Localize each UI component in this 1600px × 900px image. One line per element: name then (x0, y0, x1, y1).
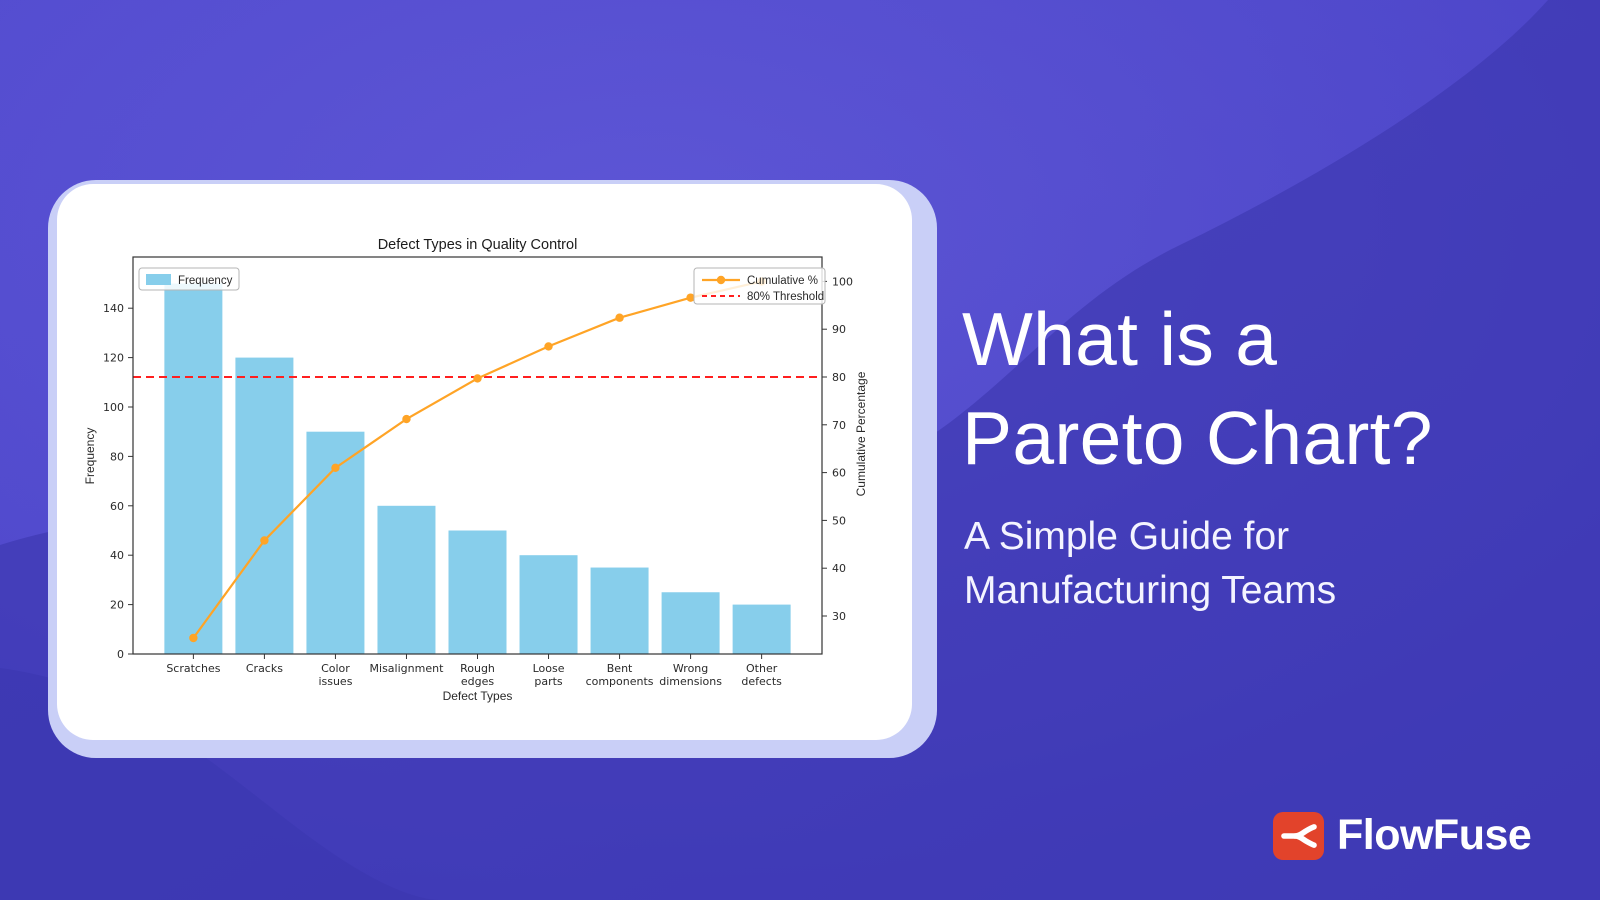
x-axis-label: Defect Types (443, 689, 513, 703)
svg-text:40: 40 (832, 562, 846, 575)
svg-text:60: 60 (832, 467, 846, 480)
page-subtitle-line2: Manufacturing Teams (964, 569, 1337, 612)
svg-text:80: 80 (110, 450, 124, 463)
chart-title: Defect Types in Quality Control (378, 237, 578, 253)
bar-Misalignment (377, 505, 436, 654)
cumulative-point (331, 463, 340, 473)
left-axis-label: Frequency (83, 428, 97, 485)
flowfuse-logo-icon (1273, 811, 1324, 860)
bar-Rough edges (448, 530, 507, 654)
legend-frequency: Frequency (138, 267, 240, 291)
x-tick-label: Misalignment (370, 662, 445, 675)
x-tick-label: Scratches (166, 662, 220, 675)
svg-text:40: 40 (110, 549, 124, 562)
legend-cumulative: Cumulative % 80% Threshold (693, 267, 826, 305)
bar-Loose parts (519, 555, 578, 654)
page-title-line1: What is a (962, 297, 1278, 381)
svg-text:120: 120 (103, 352, 124, 365)
svg-text:30: 30 (832, 610, 846, 623)
svg-text:90: 90 (832, 323, 846, 336)
x-tick-label: Cracks (246, 662, 283, 675)
x-tick-label: Other defects (741, 662, 782, 688)
cumulative-point (260, 536, 269, 545)
svg-text:60: 60 (110, 500, 124, 513)
bar-Wrong dimensions (661, 592, 720, 654)
chart-card: 0 20 40 60 80 100 120 140 30 40 50 60 70 80 90 100 Scrat… (57, 184, 912, 740)
cumulative-point (402, 414, 411, 424)
x-tick-label: Color issues (318, 662, 352, 688)
brand-name: FlowFuse (1337, 811, 1532, 859)
cumulative-point (473, 374, 482, 383)
page-title: What is a Pareto Chart? (962, 290, 1562, 488)
cumulative-point (615, 313, 624, 322)
bar-Bent components (590, 567, 649, 654)
brand-logo: FlowFuse (1273, 811, 1532, 860)
legend-swatch-frequency (146, 274, 171, 285)
left-axis-ticks: 0 20 40 60 80 100 120 140 (103, 302, 133, 661)
svg-text:Cumulative %: Cumulative % (747, 275, 818, 287)
bar-Other defects (732, 604, 791, 654)
page-title-line2: Pareto Chart? (962, 396, 1433, 480)
page-subtitle-line1: A Simple Guide for (964, 515, 1290, 558)
page-subtitle: A Simple Guide for Manufacturing Teams (964, 510, 1562, 618)
svg-text:140: 140 (103, 302, 124, 315)
pareto-chart: 0 20 40 60 80 100 120 140 30 40 50 60 70 80 90 100 Scrat… (83, 237, 868, 703)
right-axis-ticks: 30 40 50 60 70 80 90 100 (822, 275, 853, 623)
right-axis-label: Cumulative Percentage (854, 371, 868, 496)
svg-text:70: 70 (832, 419, 846, 432)
x-tick-label: Wrong dimensions (659, 662, 722, 688)
bar-Cracks (235, 357, 294, 654)
svg-text:0: 0 (117, 648, 124, 661)
x-tick-label: Rough edges (460, 662, 495, 688)
bar-Scratches (164, 283, 223, 654)
svg-text:100: 100 (832, 275, 853, 288)
cumulative-point (189, 633, 198, 643)
x-axis-ticks: Scratches Cracks Color issues Misalignment Ro… (166, 654, 782, 688)
svg-text:20: 20 (110, 599, 124, 612)
cumulative-point (544, 342, 553, 351)
frequency-bars (164, 283, 791, 654)
svg-text:Frequency: Frequency (178, 275, 233, 287)
cumulative-point (686, 293, 695, 302)
svg-text:100: 100 (103, 401, 124, 414)
x-tick-label: Loose parts (533, 662, 565, 688)
svg-text:80% Threshold: 80% Threshold (747, 291, 824, 303)
svg-text:80: 80 (832, 371, 846, 384)
x-tick-label: Bent components (586, 662, 654, 688)
svg-text:50: 50 (832, 514, 846, 527)
hero-text-block: What is a Pareto Chart? A Simple Guide fo… (962, 290, 1562, 618)
